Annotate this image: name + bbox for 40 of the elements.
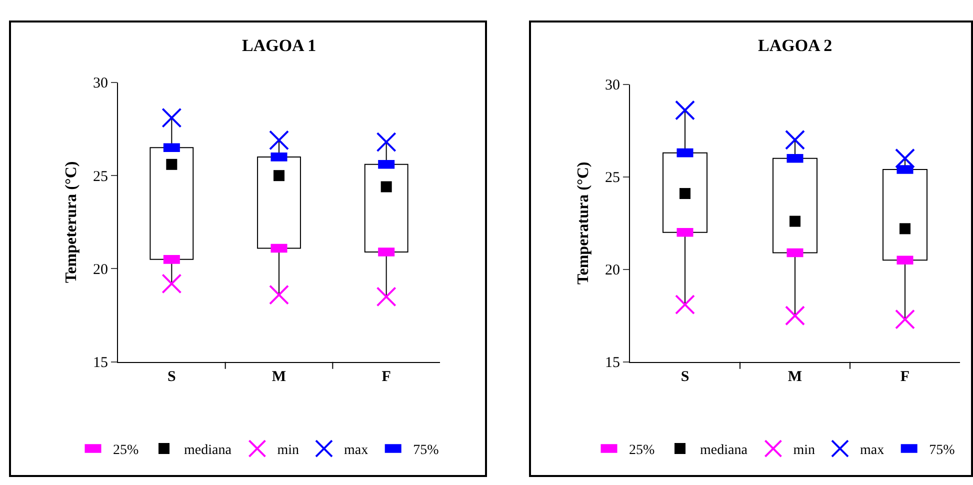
y-tick-label: 25 xyxy=(93,168,108,185)
x-tick-label: S xyxy=(680,368,690,385)
x-tick-label: F xyxy=(382,368,391,385)
chart-title: LAGOA 2 xyxy=(758,36,832,55)
point xyxy=(162,274,182,294)
point xyxy=(269,130,289,150)
y-tick-label: 30 xyxy=(93,76,108,92)
point xyxy=(376,286,396,307)
y-tick-label: 25 xyxy=(605,170,620,186)
y-tick-label: 15 xyxy=(605,355,620,372)
legend-label: 25% xyxy=(629,442,655,458)
x-tick-label: F xyxy=(900,368,910,385)
legend-label: min xyxy=(277,442,299,458)
x-tick-label: M xyxy=(788,368,802,385)
y-axis-title: Tempeterura (°C) xyxy=(62,161,80,284)
legend-label: min xyxy=(793,442,815,458)
legend-label: 75% xyxy=(413,442,440,458)
y-axis-title: Temperatura (°C) xyxy=(574,162,592,284)
y-tick-label: 20 xyxy=(605,262,620,279)
legend-label: 75% xyxy=(929,442,956,458)
point xyxy=(895,148,915,168)
x-tick-label: M xyxy=(272,368,286,385)
point xyxy=(269,284,289,305)
point xyxy=(675,294,695,315)
point xyxy=(895,309,915,330)
legend-label: 25% xyxy=(113,442,139,458)
legend-label: max xyxy=(860,442,884,458)
x-tick-label: S xyxy=(168,368,176,385)
point xyxy=(162,108,182,128)
point xyxy=(785,130,805,150)
legend-label: mediana xyxy=(700,442,748,458)
point xyxy=(675,100,695,120)
point xyxy=(376,132,396,152)
legend-label: mediana xyxy=(184,442,232,458)
chart-title: LAGOA 1 xyxy=(242,36,316,55)
legend-label: max xyxy=(344,442,368,458)
point xyxy=(785,306,805,326)
y-tick-label: 30 xyxy=(605,78,620,94)
y-tick-label: 15 xyxy=(93,355,108,372)
y-tick-label: 20 xyxy=(93,262,108,278)
